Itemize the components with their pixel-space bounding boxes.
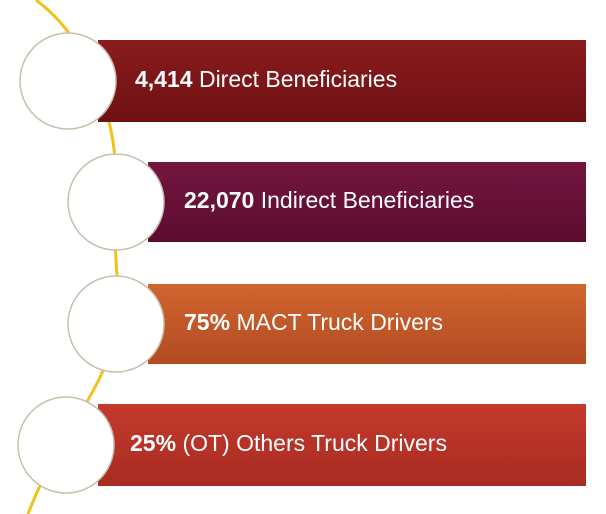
item-label: MACT Truck Drivers xyxy=(236,309,443,335)
item-label: (OT) Others Truck Drivers xyxy=(182,430,447,456)
item-text: 22,070 Indirect Beneficiaries xyxy=(184,187,474,213)
item-label: Direct Beneficiaries xyxy=(199,66,397,92)
item-label: Indirect Beneficiaries xyxy=(261,187,475,213)
item-circle xyxy=(67,153,165,251)
item-circle xyxy=(19,32,117,130)
item-text: 25% (OT) Others Truck Drivers xyxy=(130,430,447,456)
item-bar xyxy=(148,162,586,242)
item-text: 4,414 Direct Beneficiaries xyxy=(135,66,397,92)
item-bar xyxy=(98,404,586,486)
item-number: 75% xyxy=(184,309,230,335)
item-bar xyxy=(148,284,586,364)
item-bar xyxy=(98,40,586,122)
item-number: 22,070 xyxy=(184,187,254,213)
item-circle xyxy=(67,275,165,373)
item-circle xyxy=(17,396,115,494)
item-number: 25% xyxy=(130,430,176,456)
item-number: 4,414 xyxy=(135,66,193,92)
item-text: 75% MACT Truck Drivers xyxy=(184,309,443,335)
